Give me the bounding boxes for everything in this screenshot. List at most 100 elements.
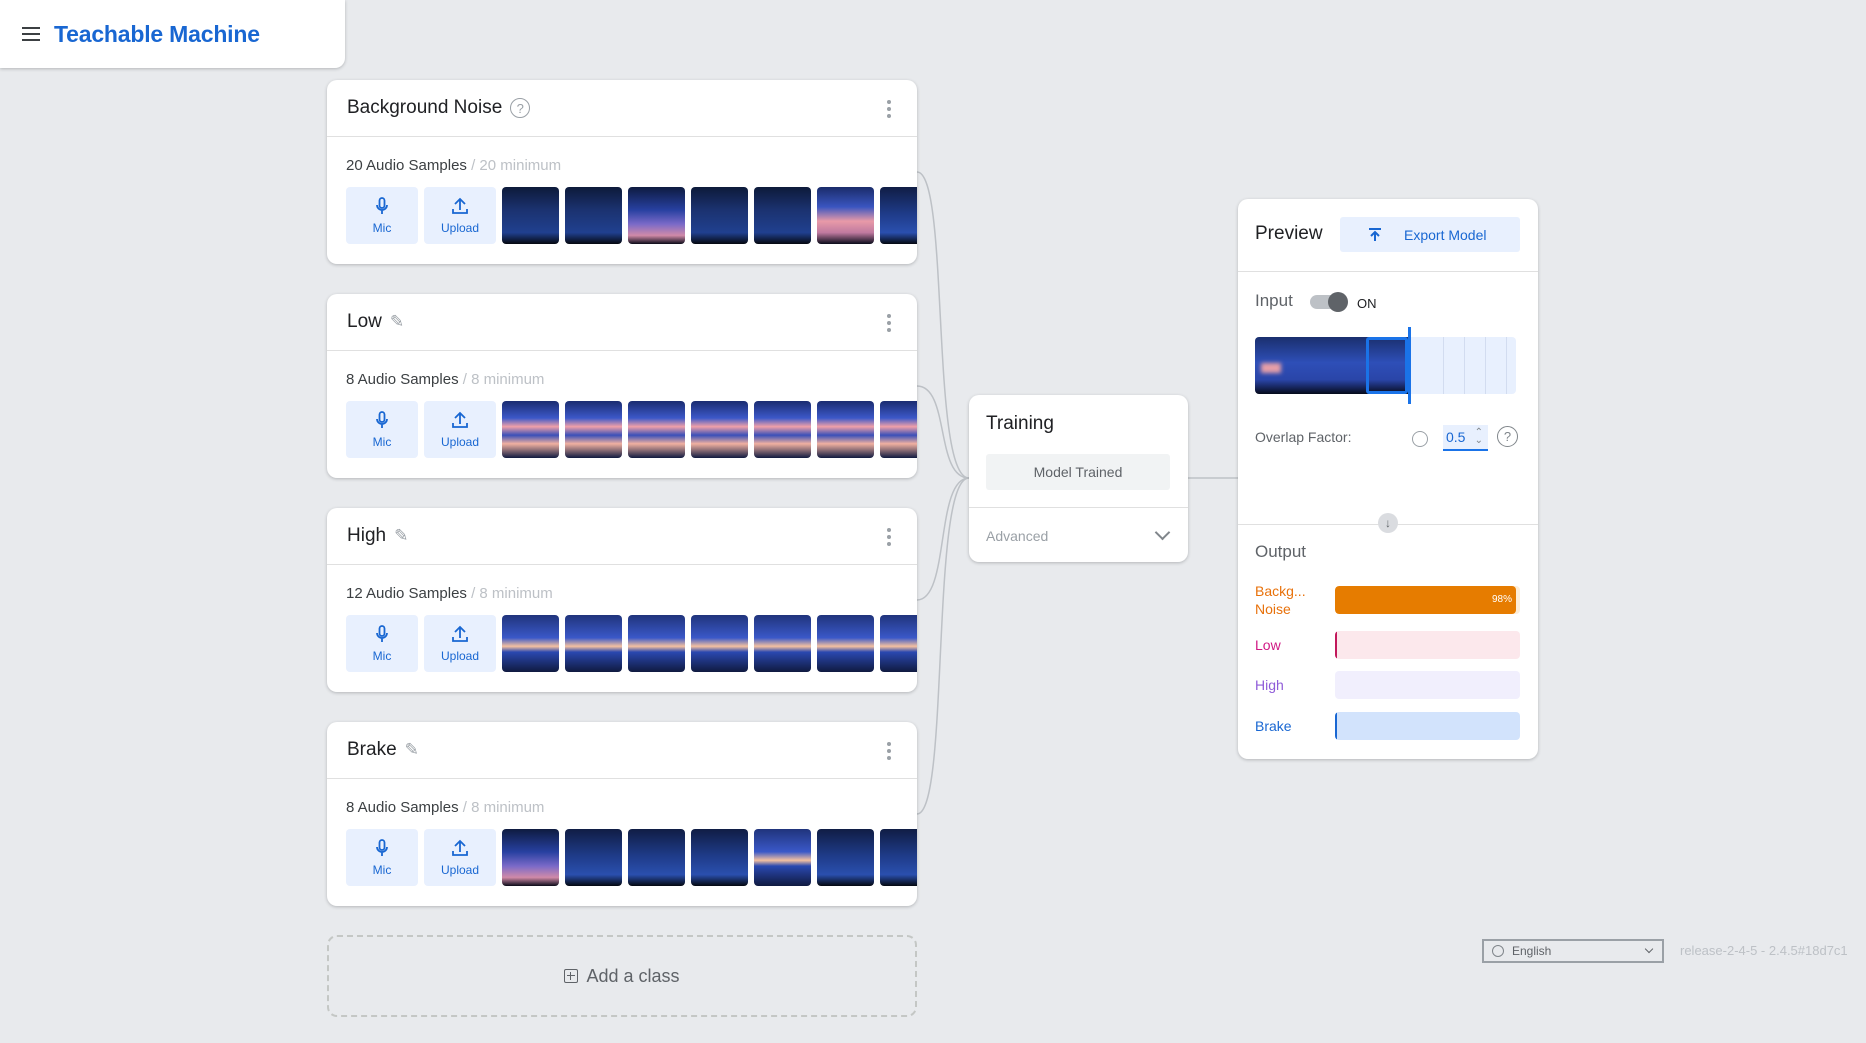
spinner-icon[interactable]: ⌃ ⌄ bbox=[1474, 427, 1483, 446]
class-name[interactable]: High bbox=[347, 525, 387, 546]
advanced-toggle[interactable]: Advanced bbox=[986, 528, 1049, 544]
overlap-radio[interactable] bbox=[1412, 431, 1428, 447]
upload-button[interactable]: Upload bbox=[424, 615, 496, 672]
arrow-down-icon: ↓ bbox=[1378, 513, 1398, 533]
upload-icon bbox=[1369, 227, 1381, 241]
app-title[interactable]: Teachable Machine bbox=[54, 20, 260, 47]
audio-sample-thumbnail[interactable] bbox=[628, 829, 685, 886]
chevron-down-icon[interactable] bbox=[1154, 524, 1171, 541]
audio-sample-thumbnail[interactable] bbox=[754, 615, 811, 672]
more-options-icon[interactable] bbox=[887, 742, 891, 760]
class-name[interactable]: Brake bbox=[347, 739, 397, 760]
pencil-icon[interactable]: ✎ bbox=[404, 740, 419, 759]
export-model-label: Export Model bbox=[1404, 226, 1487, 243]
add-box-icon bbox=[564, 969, 579, 983]
audio-sample-thumbnail[interactable] bbox=[880, 615, 917, 672]
help-circle-icon[interactable]: ? bbox=[510, 98, 531, 118]
input-toggle[interactable] bbox=[1310, 292, 1348, 312]
confidence-percent: 98% bbox=[1491, 594, 1512, 605]
language-value: English bbox=[1512, 944, 1552, 958]
audio-sample-thumbnail[interactable] bbox=[628, 187, 685, 244]
audio-sample-thumbnail[interactable] bbox=[691, 187, 748, 244]
output-row: High bbox=[1255, 670, 1525, 700]
audio-sample-thumbnail[interactable] bbox=[502, 187, 559, 244]
samples-row: Mic Upload bbox=[327, 187, 917, 244]
audio-sample-thumbnail[interactable] bbox=[880, 829, 917, 886]
upload-button[interactable]: Upload bbox=[424, 187, 496, 244]
audio-sample-thumbnail[interactable] bbox=[565, 615, 622, 672]
hamburger-menu-icon[interactable] bbox=[22, 27, 40, 41]
samples-row: Mic Upload bbox=[327, 401, 917, 458]
audio-sample-thumbnail[interactable] bbox=[691, 401, 748, 458]
input-spectrogram bbox=[1255, 337, 1516, 394]
sample-count: 12 Audio Samples / 8 minimum bbox=[327, 565, 917, 615]
audio-sample-thumbnail[interactable] bbox=[502, 829, 559, 886]
minimum-text: / 8 minimum bbox=[466, 585, 553, 602]
audio-sample-thumbnail[interactable] bbox=[817, 829, 874, 886]
chevron-down-icon bbox=[1644, 944, 1654, 954]
model-trained-button[interactable]: Model Trained bbox=[986, 454, 1170, 490]
language-select[interactable]: English bbox=[1482, 939, 1664, 963]
export-model-button[interactable]: Export Model bbox=[1340, 217, 1520, 252]
upload-button[interactable]: Upload bbox=[424, 401, 496, 458]
class-header: High ✎ bbox=[327, 508, 917, 565]
audio-sample-thumbnail[interactable] bbox=[628, 615, 685, 672]
class-name[interactable]: Background Noise bbox=[347, 97, 503, 118]
pencil-icon[interactable]: ✎ bbox=[394, 526, 409, 545]
mic-button[interactable]: Mic bbox=[346, 829, 418, 886]
more-options-icon[interactable] bbox=[887, 528, 891, 546]
overlap-value: 0.5 bbox=[1446, 429, 1466, 445]
samples-row: Mic Upload bbox=[327, 615, 917, 672]
training-card: Training Model Trained Advanced bbox=[969, 395, 1188, 562]
class-card: Brake ✎ 8 Audio Samples / 8 minimum Mic U… bbox=[327, 722, 917, 906]
audio-sample-thumbnail[interactable] bbox=[565, 401, 622, 458]
mic-button[interactable]: Mic bbox=[346, 187, 418, 244]
mic-icon bbox=[376, 196, 388, 214]
audio-sample-thumbnail[interactable] bbox=[880, 401, 917, 458]
audio-sample-thumbnail[interactable] bbox=[691, 829, 748, 886]
pencil-icon[interactable]: ✎ bbox=[389, 312, 405, 331]
mic-label: Mic bbox=[372, 220, 392, 235]
minimum-text: / 8 minimum bbox=[458, 371, 545, 388]
output-class-label: Low bbox=[1255, 637, 1281, 653]
overlap-factor-label: Overlap Factor: bbox=[1255, 429, 1352, 445]
audio-sample-thumbnail[interactable] bbox=[817, 187, 874, 244]
input-label: Input bbox=[1255, 291, 1293, 310]
more-options-icon[interactable] bbox=[887, 314, 891, 332]
audio-sample-thumbnail[interactable] bbox=[565, 829, 622, 886]
overlap-factor-input[interactable]: 0.5 ⌃ ⌄ bbox=[1443, 425, 1488, 451]
add-class-label: Add a class bbox=[586, 965, 680, 986]
upload-label: Upload bbox=[440, 648, 480, 663]
preview-title: Preview bbox=[1255, 223, 1323, 244]
class-name[interactable]: Low bbox=[347, 311, 382, 332]
preview-card: Preview Export Model Input ON Overlap Fa… bbox=[1238, 199, 1538, 759]
audio-sample-thumbnail[interactable] bbox=[817, 615, 874, 672]
globe-icon bbox=[1492, 945, 1504, 957]
release-version: release-2-4-5 - 2.4.5#18d7c1 bbox=[1680, 943, 1848, 958]
audio-sample-thumbnail[interactable] bbox=[754, 829, 811, 886]
audio-sample-thumbnail[interactable] bbox=[880, 187, 917, 244]
audio-sample-thumbnail[interactable] bbox=[817, 401, 874, 458]
audio-sample-thumbnail[interactable] bbox=[691, 615, 748, 672]
confidence-bar bbox=[1335, 671, 1520, 699]
divider bbox=[969, 507, 1188, 508]
divider bbox=[1238, 271, 1538, 272]
samples-row: Mic Upload bbox=[327, 829, 917, 886]
audio-sample-thumbnail[interactable] bbox=[754, 401, 811, 458]
mic-button[interactable]: Mic bbox=[346, 615, 418, 672]
audio-sample-thumbnail[interactable] bbox=[502, 401, 559, 458]
audio-sample-thumbnail[interactable] bbox=[502, 615, 559, 672]
add-class-button[interactable]: Add a class bbox=[327, 935, 917, 1017]
audio-sample-thumbnail[interactable] bbox=[628, 401, 685, 458]
mic-button[interactable]: Mic bbox=[346, 401, 418, 458]
upload-button[interactable]: Upload bbox=[424, 829, 496, 886]
audio-sample-thumbnail[interactable] bbox=[565, 187, 622, 244]
upload-icon bbox=[452, 411, 468, 428]
upload-label: Upload bbox=[440, 862, 480, 877]
help-icon[interactable]: ? bbox=[1497, 426, 1518, 447]
output-row: Low bbox=[1255, 630, 1525, 660]
more-options-icon[interactable] bbox=[887, 100, 891, 118]
upload-label: Upload bbox=[440, 220, 480, 235]
audio-sample-thumbnail[interactable] bbox=[754, 187, 811, 244]
